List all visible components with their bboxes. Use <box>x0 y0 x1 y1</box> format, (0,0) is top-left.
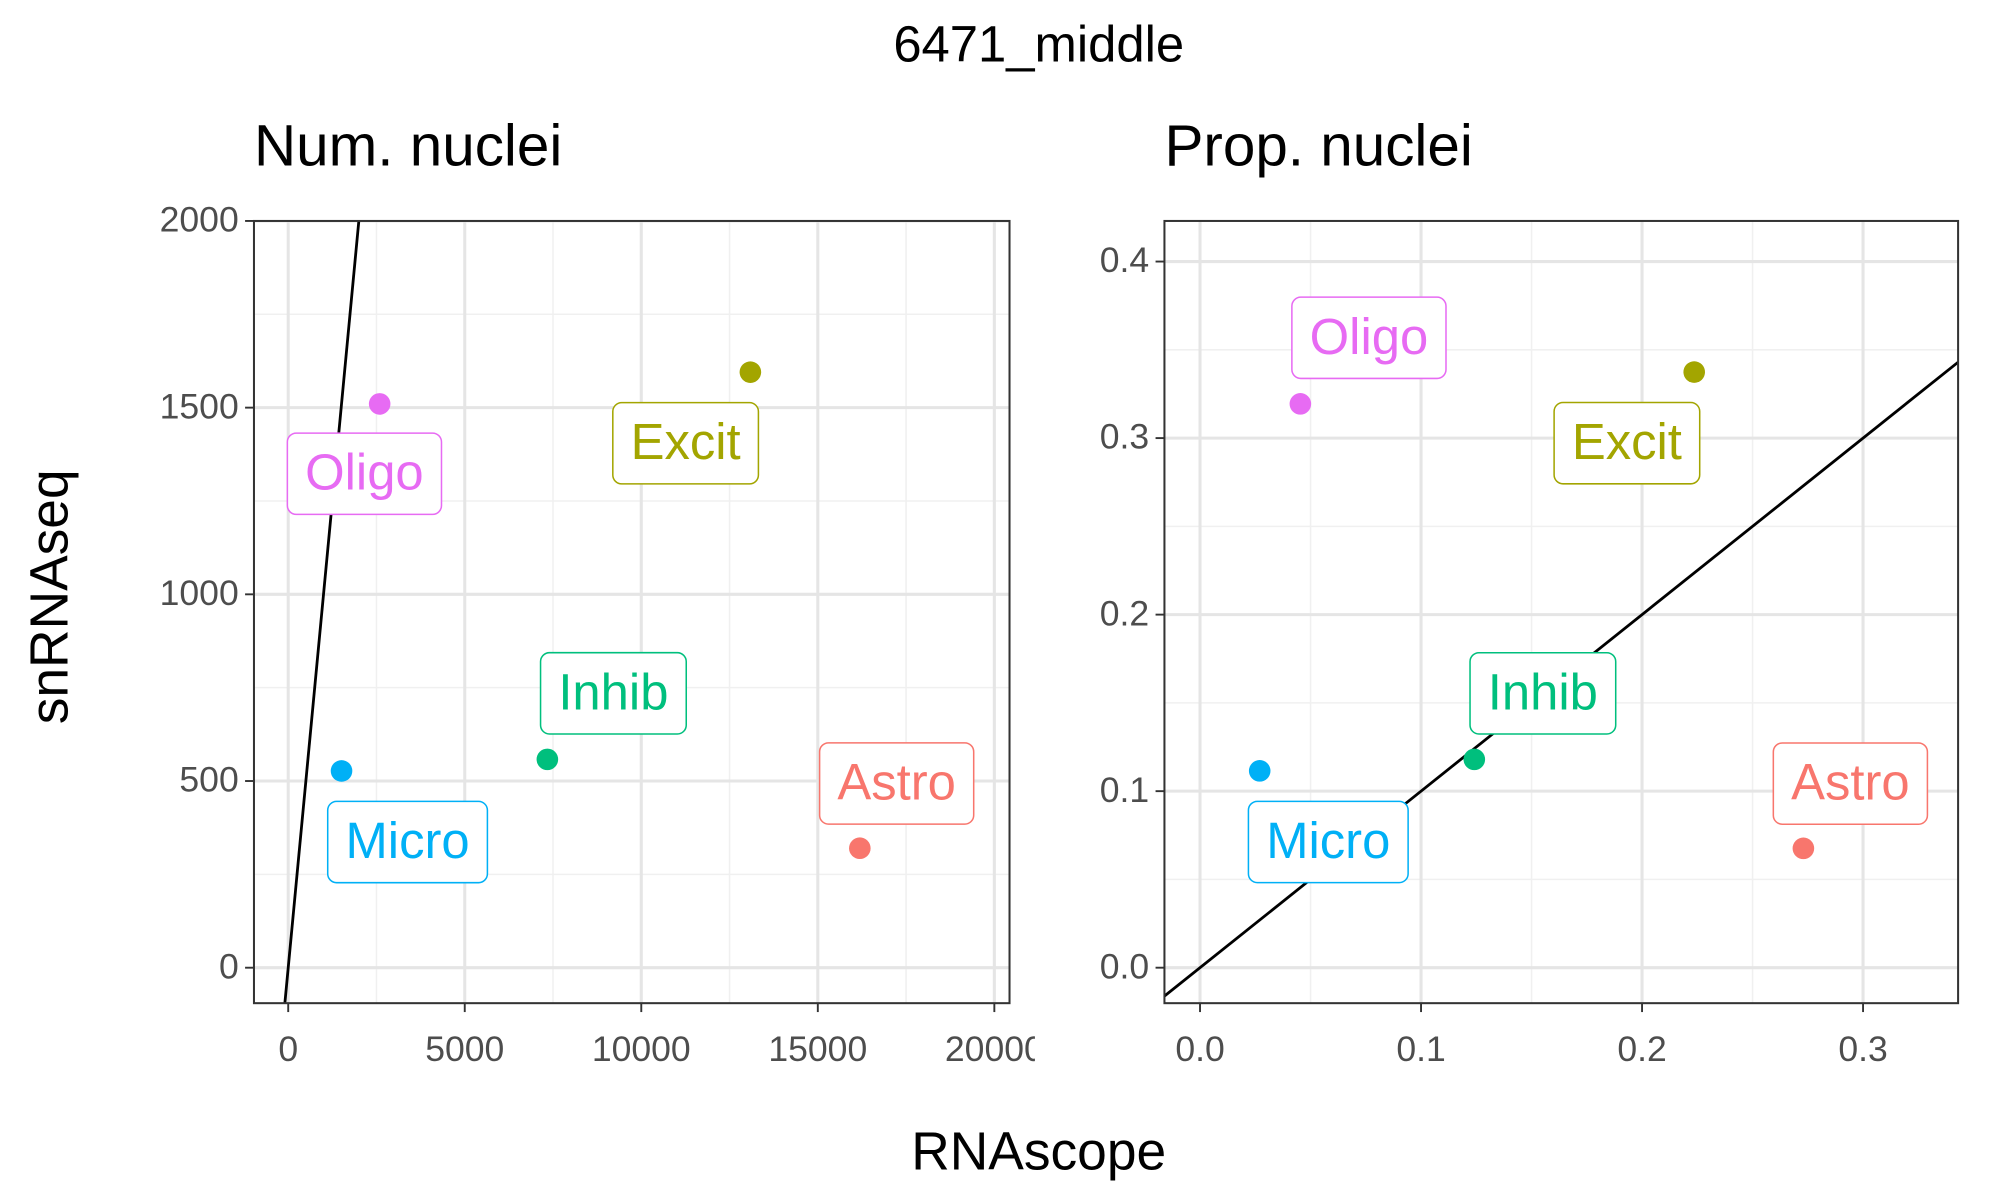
x-tick-label: 10000 <box>592 1029 691 1069</box>
label-box <box>1553 401 1701 485</box>
y-tick-label: 0 <box>219 946 239 986</box>
y-tick-label: 500 <box>179 760 238 800</box>
point <box>536 748 559 771</box>
y-tick-label: 0.2 <box>1100 593 1149 633</box>
point <box>1248 760 1271 782</box>
plot-area <box>253 220 1010 1004</box>
point-label: Inhib <box>558 663 668 720</box>
point-label: Micro <box>1266 812 1390 869</box>
y-tick-label: 0.3 <box>1100 417 1149 457</box>
plot-border <box>252 219 1011 1005</box>
y-tick-label: 0.0 <box>1100 946 1149 986</box>
label-box <box>612 401 760 485</box>
x-tick-label: 0.0 <box>1175 1029 1224 1069</box>
y-axis-label: snRNAseq <box>20 469 79 724</box>
point <box>1792 837 1815 860</box>
point <box>739 361 762 383</box>
label-box <box>539 651 687 735</box>
x-tick-label: 0.3 <box>1838 1029 1887 1069</box>
panel-title: Prop. nuclei <box>1164 113 1472 178</box>
x-tick-label: 0.1 <box>1396 1029 1445 1069</box>
plot-area <box>1164 220 1959 1004</box>
y-tick-label: 1500 <box>160 386 239 426</box>
label-box <box>286 432 443 516</box>
figure-title: 6471_middle <box>893 16 1184 73</box>
label-box <box>326 800 489 884</box>
point-label: Micro <box>345 812 469 869</box>
point-label: Astro <box>1791 754 1910 811</box>
point-label: Astro <box>837 753 956 810</box>
label-box <box>1247 800 1409 884</box>
y-tick-label: 0.4 <box>1100 240 1149 280</box>
x-tick-label: 15000 <box>768 1029 867 1069</box>
point <box>1683 361 1706 383</box>
point <box>368 393 391 415</box>
x-tick-label: 0.2 <box>1617 1029 1666 1069</box>
point-label: Excit <box>1572 413 1682 470</box>
y-tick-label: 0.1 <box>1100 770 1149 810</box>
point <box>1463 748 1486 771</box>
point <box>1289 393 1312 415</box>
point-label: Oligo <box>305 444 424 501</box>
panel-title: Num. nuclei <box>254 113 562 178</box>
point-label: Excit <box>631 413 741 470</box>
label-box <box>818 742 975 825</box>
point <box>330 760 353 782</box>
y-tick-label: 1000 <box>160 573 239 613</box>
label-box <box>1469 651 1617 735</box>
x-tick-label: 0 <box>278 1029 298 1069</box>
x-axis-label: RNAscope <box>911 1123 1166 1182</box>
plot-border <box>1163 219 1960 1005</box>
point-label: Inhib <box>1488 663 1598 720</box>
plot-content <box>1164 220 1959 1004</box>
x-tick-label: 20000 <box>945 1029 1044 1069</box>
point-label: Oligo <box>1310 308 1429 365</box>
x-tick-label: 5000 <box>425 1029 504 1069</box>
point <box>849 837 871 860</box>
label-box <box>1291 296 1447 380</box>
label-box <box>1772 742 1929 825</box>
y-tick-label: 2000 <box>160 200 239 240</box>
